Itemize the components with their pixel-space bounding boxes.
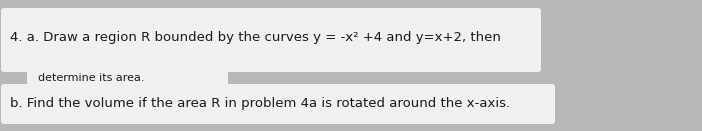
FancyBboxPatch shape (27, 64, 228, 92)
FancyBboxPatch shape (1, 84, 555, 124)
Text: b. Find the volume if the area R in problem 4a is rotated around the x-axis.: b. Find the volume if the area R in prob… (10, 97, 510, 111)
Text: determine its area.: determine its area. (38, 73, 145, 83)
FancyBboxPatch shape (1, 8, 541, 72)
Text: 4. a. Draw a region R bounded by the curves y = -x² +4 and y=x+2, then: 4. a. Draw a region R bounded by the cur… (10, 31, 501, 45)
